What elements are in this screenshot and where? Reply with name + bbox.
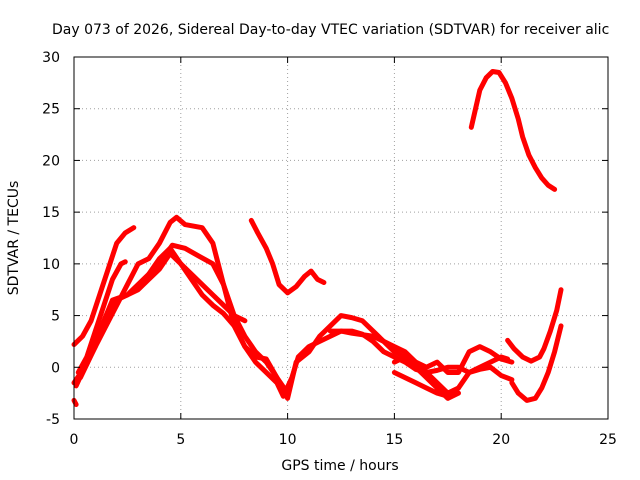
- series-line-sat-j: [391, 344, 515, 375]
- chart-title: Day 073 of 2026, Sidereal Day-to-day VTE…: [52, 22, 609, 38]
- series-line-sat-c: [71, 214, 291, 396]
- x-tick-label: 5: [176, 432, 185, 448]
- series-line-sat-l: [505, 287, 564, 364]
- x-axis-ticks: 0 5 10 15 20 25: [70, 57, 617, 448]
- y-axis-label: SDTVAR / TECUs: [6, 181, 22, 296]
- y-tick-label: 0: [51, 360, 60, 376]
- y-tick-label: -5: [46, 412, 60, 428]
- y-tick-label: 5: [51, 309, 60, 325]
- y-axis-ticks: -5 0 5 10 15 20 25 30: [42, 50, 608, 428]
- x-axis-label: GPS time / hours: [281, 458, 398, 474]
- y-tick-label: 25: [42, 102, 60, 118]
- y-tick-label: 10: [42, 257, 60, 273]
- series-line-sat-b: [75, 259, 128, 375]
- series-line-sat-h: [327, 328, 515, 383]
- series-line-sat-k: [468, 68, 558, 192]
- x-tick-label: 0: [70, 432, 79, 448]
- x-tick-label: 15: [385, 432, 403, 448]
- y-tick-label: 30: [42, 50, 60, 66]
- plot-frame: [73, 56, 609, 420]
- y-tick-label: 15: [42, 205, 60, 221]
- y-tick-label: 20: [42, 153, 60, 169]
- x-tick-label: 10: [279, 432, 297, 448]
- series-line-sat-f: [146, 245, 248, 324]
- series-line-sat-e: [77, 251, 461, 401]
- grid: [74, 57, 608, 419]
- series-line-sat-a: [71, 225, 137, 348]
- series-line-sat-i: [391, 354, 511, 399]
- x-tick-label: 25: [599, 432, 617, 448]
- series-line-sat-g: [248, 217, 327, 296]
- series-line-sat-m: [509, 323, 564, 403]
- x-tick-label: 20: [492, 432, 510, 448]
- series-line-sat-d: [73, 242, 461, 401]
- series-layer: [71, 68, 564, 408]
